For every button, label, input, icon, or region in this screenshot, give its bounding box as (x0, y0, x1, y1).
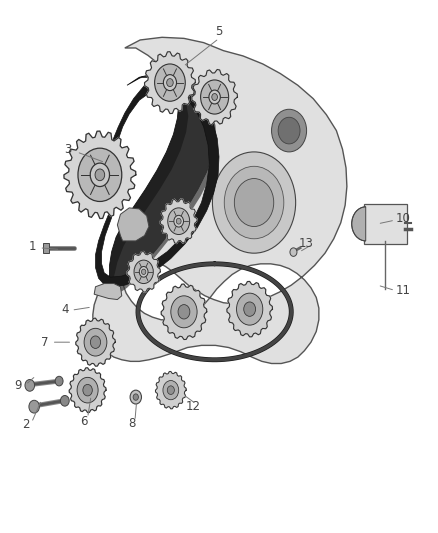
Circle shape (237, 293, 263, 325)
Polygon shape (110, 74, 215, 288)
Polygon shape (160, 199, 197, 244)
Circle shape (272, 109, 307, 152)
Circle shape (212, 94, 217, 100)
Circle shape (29, 400, 39, 413)
Polygon shape (161, 284, 207, 340)
Polygon shape (192, 69, 237, 125)
Circle shape (55, 376, 63, 386)
Circle shape (155, 64, 185, 101)
Circle shape (244, 302, 255, 317)
Circle shape (141, 269, 146, 274)
Text: 10: 10 (396, 212, 410, 225)
Text: 5: 5 (215, 26, 223, 38)
Circle shape (130, 390, 141, 404)
Text: 8: 8 (129, 417, 136, 430)
Text: 13: 13 (299, 237, 314, 250)
Circle shape (171, 296, 197, 328)
Circle shape (178, 305, 190, 319)
Polygon shape (155, 372, 186, 409)
Circle shape (77, 377, 98, 403)
Polygon shape (95, 74, 219, 287)
Circle shape (290, 248, 297, 256)
Circle shape (168, 208, 190, 235)
Text: 7: 7 (41, 336, 49, 349)
Polygon shape (145, 52, 195, 114)
Circle shape (139, 266, 148, 277)
Polygon shape (69, 368, 106, 413)
Polygon shape (93, 37, 347, 364)
Circle shape (60, 395, 69, 406)
Circle shape (25, 379, 35, 391)
Text: 12: 12 (186, 400, 201, 413)
Circle shape (90, 163, 110, 187)
Circle shape (133, 394, 138, 400)
Circle shape (174, 215, 184, 227)
Text: 4: 4 (61, 303, 69, 316)
Polygon shape (94, 284, 122, 300)
Circle shape (234, 179, 274, 227)
Text: 1: 1 (29, 240, 37, 253)
Text: 3: 3 (64, 143, 71, 156)
Wedge shape (352, 207, 366, 241)
Polygon shape (117, 208, 149, 241)
Circle shape (278, 117, 300, 144)
Circle shape (163, 75, 177, 91)
Polygon shape (64, 131, 136, 219)
Text: 9: 9 (14, 379, 22, 392)
Circle shape (78, 148, 122, 201)
Circle shape (209, 90, 220, 104)
Circle shape (176, 219, 181, 224)
Circle shape (224, 166, 284, 239)
FancyBboxPatch shape (43, 243, 49, 253)
Text: 2: 2 (22, 418, 30, 431)
Polygon shape (114, 74, 217, 294)
Circle shape (84, 328, 107, 356)
Circle shape (83, 384, 92, 396)
Circle shape (201, 80, 229, 114)
Circle shape (163, 381, 179, 400)
Polygon shape (127, 252, 160, 292)
FancyBboxPatch shape (364, 204, 407, 244)
Text: 11: 11 (396, 284, 410, 297)
Circle shape (90, 336, 101, 349)
Text: 6: 6 (80, 415, 88, 427)
Polygon shape (227, 281, 272, 337)
Circle shape (212, 152, 296, 253)
Circle shape (95, 169, 105, 181)
Polygon shape (76, 318, 115, 366)
Circle shape (166, 78, 173, 86)
Circle shape (167, 386, 174, 394)
Circle shape (134, 260, 153, 284)
